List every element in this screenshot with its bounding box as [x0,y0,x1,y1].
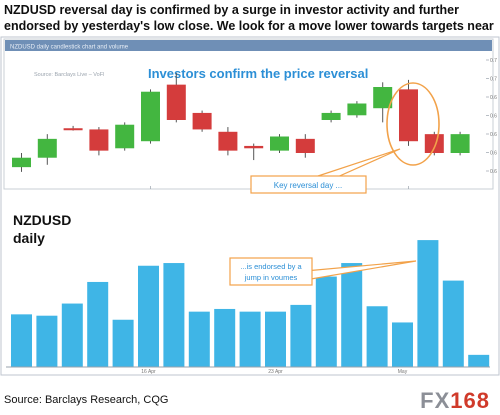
volume-bar-6 [138,265,159,367]
volume-bar-19 [468,354,490,367]
volume-bar-9 [214,308,236,367]
candle-y-tick-label: 0.7 [490,58,497,64]
volume-bar-17 [417,240,439,367]
watermark: Source: Barclays Live – VoFl [34,72,104,78]
volume-bar-18 [442,280,464,367]
volume-title-line1-text: NZDUSD [13,212,71,228]
volume-bar-7 [163,263,185,367]
callout-box [229,257,313,286]
callout-text: Key reversal day ... [274,181,342,190]
candle-2 [37,134,57,165]
source-note: Source: Barclays Research, CQG [4,394,169,406]
callout-text-line2: jump in voumes [244,273,298,282]
candle-1 [12,153,31,172]
candle-body-down [166,84,186,120]
candle-body-down [192,112,212,130]
candle-14 [347,101,367,118]
candle-body-down [399,89,418,142]
candle-body-down [295,138,315,153]
reversal-ellipse [386,82,440,166]
candle-body-down [218,131,238,151]
candle-8 [192,110,212,132]
volume-bar-14 [341,263,363,367]
candle-y-tick-label: 0.6 [490,95,497,101]
volume-x-tick-label: 16 Apr [141,369,156,375]
volume-bar-11 [265,311,286,367]
volume-bar-3 [61,303,83,367]
nzdusd-chart: NZDUSD daily candlestick chart and volum… [0,36,500,376]
candle-6 [141,89,160,144]
candle-y-tick-label: 0.6 [490,169,497,175]
volume-bar-15 [366,306,388,367]
candle-12 [295,134,315,158]
callout-text-line1: ...is endorsed by a [240,262,302,271]
volume-bar-12 [290,304,312,367]
volume-title-line2-text: daily [13,230,45,246]
candle-y-ticks: 0.7 0.7 0.6 0.6 0.6 0.6 0.6 [486,58,497,175]
chart-frame: NZDUSD daily candlestick chart and volum… [0,36,500,376]
volume-bar-13 [315,276,337,367]
callout-box [250,175,367,194]
candle-17 [424,131,444,156]
volume-x-tick-label: 23 Apr [268,369,283,375]
candle-9 [218,127,238,156]
candle-chart-title: Investors confirm the price reversal [148,66,368,81]
candle-body-up [141,91,160,142]
volume-jump-callout: ...is endorsed by a jump in voumes [229,257,417,286]
candle-body-up [12,157,31,168]
fx168-logo: FX168 [420,388,490,414]
volume-title-line2: daily [13,230,45,246]
volume-bar-5 [112,319,134,367]
candle-body-up [321,112,341,120]
candle-y-tick-label: 0.6 [490,114,497,120]
volume-title-line1: NZDUSD [13,212,71,228]
candle-body-down [424,134,444,153]
candle-y-tick-label: 0.6 [490,151,497,157]
volume-bar-1 [11,314,32,367]
candle-11 [270,134,289,153]
candle-body-down [89,129,109,151]
candle-13 [321,110,341,123]
volume-x-ticks: 16 Apr 23 Apr May [141,369,407,375]
volume-bar-2 [36,315,58,367]
candle-18 [450,131,470,156]
volume-bar-10 [239,311,261,367]
candle-panel-header-text: NZDUSD daily candlestick chart and volum… [10,45,129,51]
candle-body-up [373,87,393,109]
annotations: Key reversal day ... ...is endorsed by a j… [229,82,440,286]
candle-7 [166,72,186,123]
candle-body-up [37,138,57,158]
candle-10 [244,143,264,161]
candle-body-up [115,124,135,149]
candle-body-down [244,145,264,149]
candle-4 [89,127,109,156]
candle-5 [115,122,135,151]
candle-3 [63,125,83,131]
candle-body-up [347,103,367,116]
volume-bar-8 [188,311,210,367]
candle-y-tick-label: 0.6 [490,132,497,138]
candle-panel [3,38,494,190]
volume-x-tick-label: May [398,369,408,375]
candles [12,72,470,172]
key-reversal-callout: Key reversal day ... [250,148,401,194]
candle-15 [373,82,393,123]
candle-panel-header [5,40,492,51]
candle-y-tick-label: 0.7 [490,77,497,83]
candle-body-down [63,128,83,131]
candle-body-up [450,134,470,153]
candle-body-up [270,136,289,151]
logo-168: 168 [450,388,490,413]
logo-fx: FX [420,388,451,413]
volume-bar-16 [392,322,413,367]
candle-16 [399,79,418,146]
volume-bars [11,240,490,367]
volume-bar-4 [87,281,109,367]
